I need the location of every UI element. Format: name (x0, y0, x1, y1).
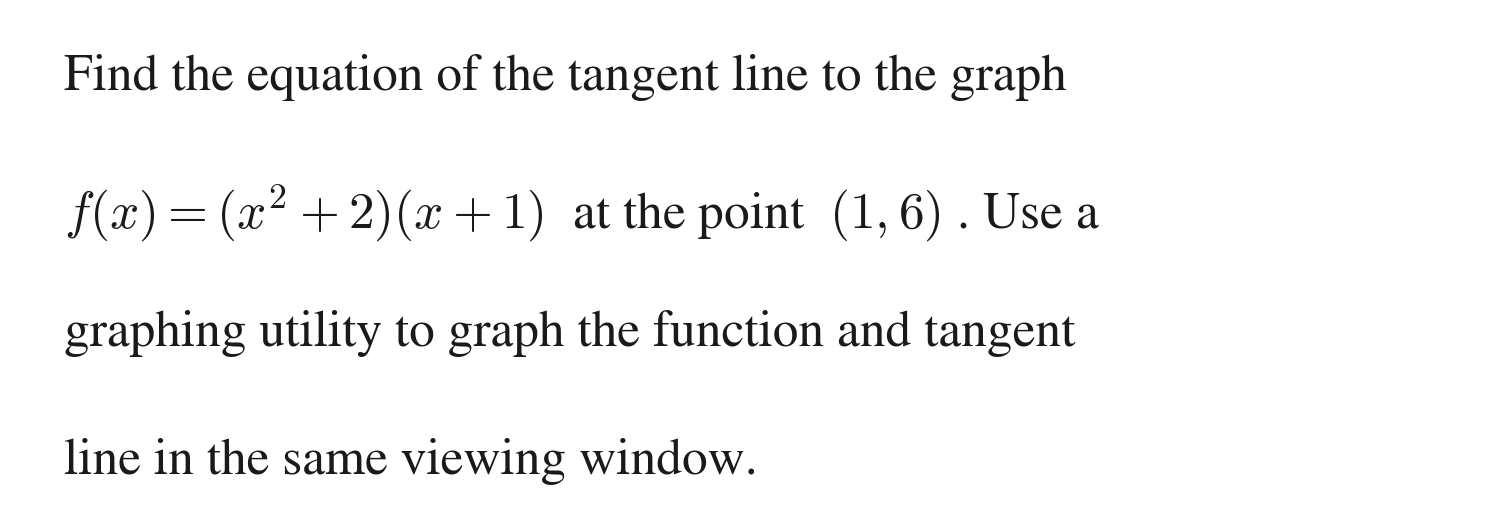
Text: line in the same viewing window.: line in the same viewing window. (64, 438, 758, 485)
Text: $f(x) = (x^2 + 2)(x + 1)$  at the point  $(1, 6)$ . Use a: $f(x) = (x^2 + 2)(x + 1)$ at the point $… (64, 182, 1100, 243)
Text: graphing utility to graph the function and tangent: graphing utility to graph the function a… (64, 310, 1076, 357)
Text: Find the equation of the tangent line to the graph: Find the equation of the tangent line to… (64, 54, 1068, 101)
